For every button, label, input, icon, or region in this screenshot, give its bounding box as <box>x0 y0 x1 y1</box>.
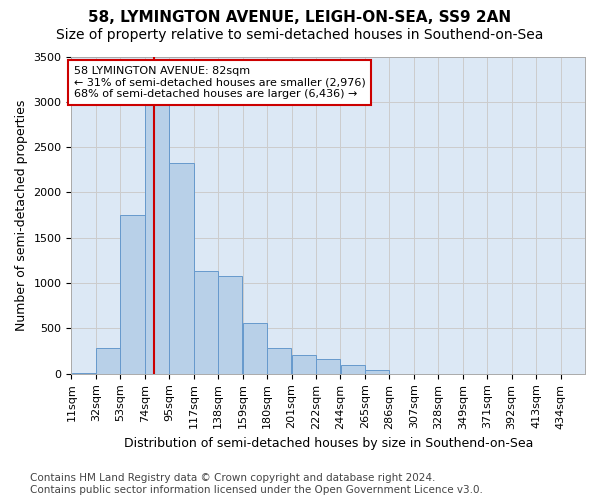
Bar <box>121 215 145 374</box>
Bar <box>341 365 365 374</box>
Bar <box>292 355 316 374</box>
Bar <box>316 360 340 374</box>
Bar <box>145 66 169 374</box>
Bar <box>218 276 242 374</box>
Bar <box>267 348 292 374</box>
Bar <box>96 348 120 374</box>
Text: 58 LYMINGTON AVENUE: 82sqm
← 31% of semi-detached houses are smaller (2,976)
68%: 58 LYMINGTON AVENUE: 82sqm ← 31% of semi… <box>74 66 365 99</box>
Bar <box>365 370 389 374</box>
Bar <box>71 373 96 374</box>
X-axis label: Distribution of semi-detached houses by size in Southend-on-Sea: Distribution of semi-detached houses by … <box>124 437 533 450</box>
Text: 58, LYMINGTON AVENUE, LEIGH-ON-SEA, SS9 2AN: 58, LYMINGTON AVENUE, LEIGH-ON-SEA, SS9 … <box>88 10 512 25</box>
Bar <box>169 164 194 374</box>
Bar <box>243 323 267 374</box>
Text: Size of property relative to semi-detached houses in Southend-on-Sea: Size of property relative to semi-detach… <box>56 28 544 42</box>
Text: Contains HM Land Registry data © Crown copyright and database right 2024.
Contai: Contains HM Land Registry data © Crown c… <box>30 474 483 495</box>
Y-axis label: Number of semi-detached properties: Number of semi-detached properties <box>15 100 28 331</box>
Bar <box>194 272 218 374</box>
